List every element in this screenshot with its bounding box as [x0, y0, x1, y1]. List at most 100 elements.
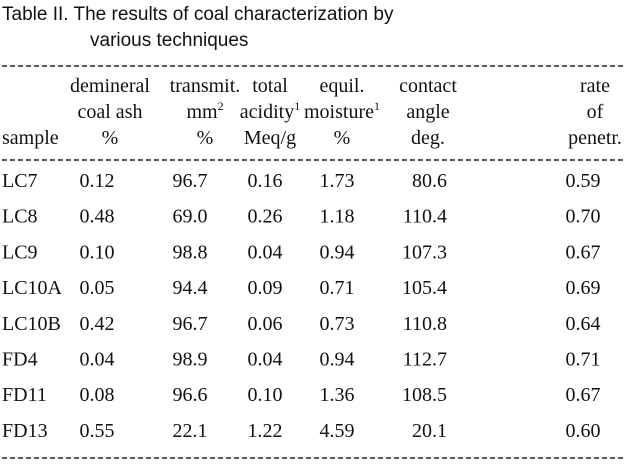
header-text: penetr.	[568, 127, 622, 149]
header-text: Meq/g	[244, 127, 296, 149]
header-cell: demineral	[70, 75, 150, 97]
sample-name: FD11	[2, 384, 47, 406]
cell: 1.73	[320, 170, 355, 192]
header-text: %	[102, 127, 119, 149]
header-cell: transmit.	[170, 75, 241, 97]
header-cell: coal ash	[78, 101, 143, 123]
header-cell: penetr.	[568, 127, 622, 149]
header-cell: sample	[2, 127, 59, 149]
cell: 1.36	[320, 384, 355, 406]
header-text: deg.	[411, 127, 445, 149]
cell: 0.10	[80, 241, 115, 263]
cell: 0.26	[248, 206, 283, 228]
header-text: rate	[580, 75, 610, 97]
cell: 112.7	[403, 349, 447, 371]
cell: 105.4	[402, 277, 447, 299]
header-cell: of	[587, 101, 604, 123]
cell: 0.42	[80, 313, 115, 335]
cell: 110.4	[403, 206, 447, 228]
header-text: %	[197, 127, 214, 149]
sample-name: LC10A	[2, 277, 63, 299]
header-text: moisture	[304, 101, 374, 123]
cell: 0.67	[566, 241, 601, 263]
sample-name: LC10B	[2, 313, 61, 335]
header-cell: deg.	[411, 127, 445, 149]
cell: 0.16	[248, 170, 283, 192]
header-text: contact	[399, 75, 457, 97]
cell: 96.6	[173, 384, 208, 406]
cell: 69.0	[173, 206, 208, 228]
header-text: coal ash	[78, 101, 143, 123]
cell: 0.64	[566, 313, 601, 335]
header-text: %	[334, 127, 351, 149]
header-text: of	[587, 101, 604, 123]
header-cell: %	[102, 127, 119, 149]
header-cell: %	[334, 127, 351, 149]
cell: 0.12	[80, 170, 115, 192]
cell: 0.70	[566, 206, 601, 228]
cell: 107.3	[402, 241, 447, 263]
cell: 0.71	[320, 277, 355, 299]
cell: 0.06	[248, 313, 283, 335]
cell: 0.04	[248, 349, 283, 371]
cell: 0.94	[320, 349, 355, 371]
cell: 108.5	[402, 384, 447, 406]
header-text: equil.	[320, 75, 365, 97]
superscript: 1	[374, 99, 380, 113]
cell: 0.48	[80, 206, 115, 228]
cell: 1.18	[320, 206, 355, 228]
header-text: transmit.	[170, 75, 241, 97]
superscript: 2	[218, 99, 224, 113]
cell: 98.9	[173, 349, 208, 371]
header-cell: acidity1	[240, 99, 300, 123]
cell: 110.8	[403, 313, 447, 335]
cell: 0.55	[80, 420, 115, 442]
cell: 0.59	[566, 170, 601, 192]
header-cell: rate	[580, 75, 610, 97]
caption-line: Table II. The results of coal characteri…	[2, 4, 394, 25]
cell: 20.1	[412, 420, 447, 442]
header-cell: %	[197, 127, 214, 149]
cell: 96.7	[173, 313, 208, 335]
header-cell: equil.	[320, 75, 365, 97]
header-cell: angle	[406, 101, 449, 123]
cell: 0.69	[566, 277, 601, 299]
cell: 0.04	[248, 241, 283, 263]
header-text: demineral	[70, 75, 150, 97]
cell: 0.67	[566, 384, 601, 406]
cell: 0.05	[80, 277, 115, 299]
header-cell: mm2	[186, 99, 223, 123]
cell: 98.8	[173, 241, 208, 263]
cell: 0.09	[248, 277, 283, 299]
header-cell: Meq/g	[244, 127, 296, 149]
cell: 80.6	[412, 170, 447, 192]
caption-line: various techniques	[90, 30, 248, 51]
header-cell: contact	[399, 75, 457, 97]
superscript: 1	[294, 99, 300, 113]
header-text: sample	[2, 127, 59, 149]
table-body: LC7 0.12 96.7 0.16 1.73 80.6 0.59 LC8 0.48 69.0 0.…	[2, 170, 601, 442]
sample-name: FD13	[2, 420, 48, 442]
cell: 4.59	[320, 420, 355, 442]
sample-name: FD4	[2, 349, 38, 371]
cell: 1.22	[248, 420, 283, 442]
sample-name: LC7	[2, 170, 38, 192]
sample-name: LC8	[2, 206, 38, 228]
cell: 0.04	[80, 349, 115, 371]
header-cell: total	[252, 75, 288, 97]
header-text: acidity	[240, 101, 294, 123]
cell: 94.4	[173, 277, 208, 299]
cell: 22.1	[173, 420, 208, 442]
cell: 0.10	[248, 384, 283, 406]
cell: 96.7	[173, 170, 208, 192]
header-text: mm	[186, 101, 218, 123]
cell: 0.73	[320, 313, 355, 335]
sample-name: LC9	[2, 241, 38, 263]
header-cell: moisture1	[304, 99, 380, 123]
header-text: angle	[406, 101, 449, 123]
cell: 0.60	[566, 420, 601, 442]
cell: 0.94	[320, 241, 355, 263]
